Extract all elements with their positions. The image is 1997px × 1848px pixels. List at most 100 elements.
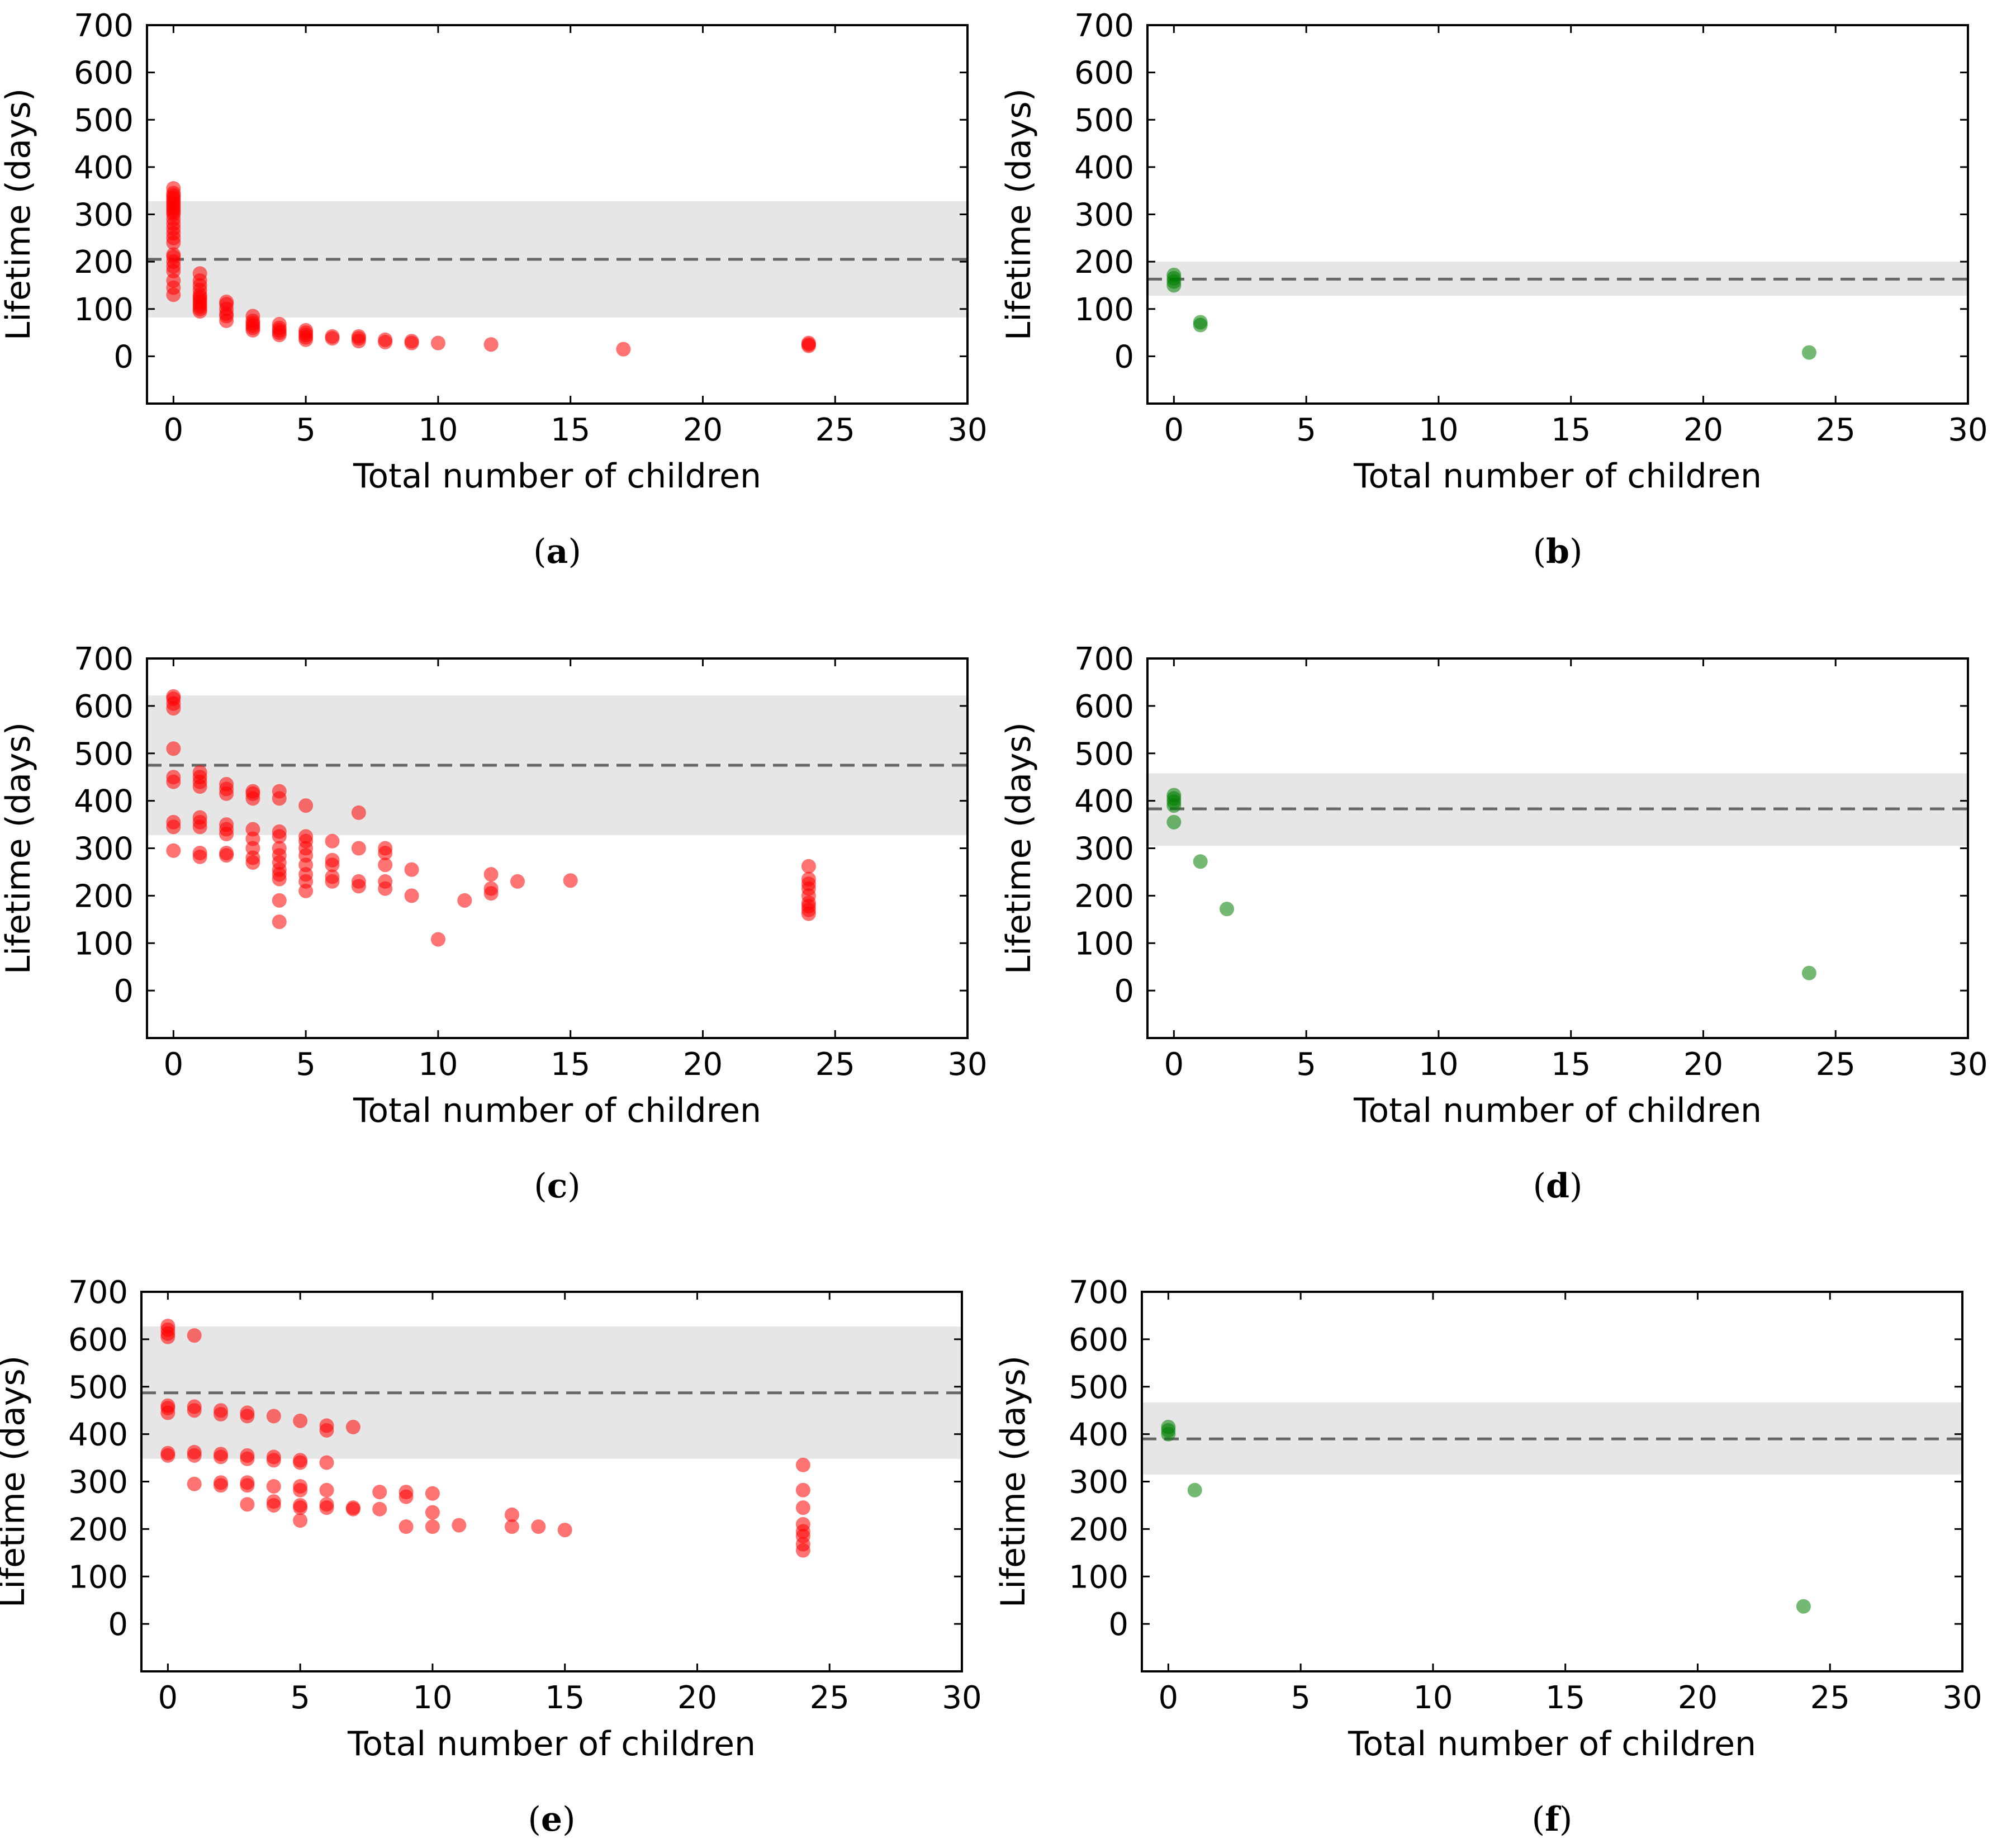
data-point (325, 833, 340, 849)
data-point (378, 841, 393, 856)
panel-c: 0 5 10 15 20 25 300100200300400500600700Total … (0, 641, 988, 1206)
y-tick-label: 100 (74, 926, 134, 962)
x-tick-label: 30 (1948, 1046, 1987, 1083)
data-point (293, 1479, 308, 1494)
x-tick-label: 15 (545, 1680, 585, 1716)
data-point (1193, 854, 1208, 869)
data-point (399, 1485, 414, 1500)
data-point (504, 1507, 519, 1522)
data-point (166, 814, 181, 830)
x-tick-label: 20 (1683, 412, 1723, 448)
data-point (240, 1497, 255, 1512)
data-point (1801, 345, 1816, 360)
data-point (372, 1501, 387, 1517)
data-point (266, 1479, 281, 1494)
caption-paren-close: ) (562, 1800, 575, 1839)
y-tick-label: 700 (74, 641, 134, 677)
data-point (272, 841, 287, 856)
data-point (166, 770, 181, 785)
y-tick-label: 700 (1074, 8, 1134, 44)
x-tick-label: 20 (683, 1046, 723, 1083)
data-point (240, 1448, 255, 1463)
data-point (240, 1405, 255, 1420)
data-point (293, 1513, 308, 1528)
data-point (425, 1519, 440, 1534)
x-tick-label: 20 (677, 1680, 717, 1716)
y-tick-label: 200 (68, 1511, 128, 1548)
x-tick-label: 0 (164, 412, 184, 448)
data-point (214, 1475, 229, 1490)
y-tick-label: 600 (74, 55, 134, 92)
caption-paren-close: ) (567, 1167, 580, 1206)
data-point (430, 335, 445, 350)
panel-e: 0 5 10 15 20 25 300100200300400500600700Total … (0, 1274, 982, 1839)
x-tick-label: 10 (1419, 412, 1458, 448)
data-point (795, 1482, 810, 1498)
y-tick-label: 600 (74, 689, 134, 725)
data-point (404, 334, 419, 349)
data-point (319, 1482, 334, 1498)
y-tick-label: 300 (74, 197, 134, 234)
panel-a: 0 5 10 15 20 25 300100200300400500600700Total … (0, 8, 988, 571)
data-point (425, 1486, 440, 1501)
data-point (272, 316, 287, 331)
data-point (298, 323, 314, 338)
data-point (240, 1475, 255, 1490)
y-tick-label: 400 (74, 784, 134, 820)
x-tick-label: 0 (158, 1680, 178, 1716)
caption-paren-open: ( (534, 1167, 547, 1206)
data-point (1187, 1482, 1202, 1498)
y-axis-label: Lifetime (days) (0, 88, 38, 340)
data-point (219, 845, 234, 860)
y-tick-label: 200 (1069, 1511, 1128, 1548)
data-point (425, 1505, 440, 1520)
y-tick-label: 200 (74, 244, 134, 281)
panel-b: 0 5 10 15 20 25 300100200300400500600700Total … (999, 8, 1988, 571)
data-point (563, 873, 578, 888)
y-tick-label: 500 (74, 736, 134, 773)
y-tick-label: 0 (108, 1607, 128, 1643)
x-tick-label: 15 (1545, 1680, 1585, 1716)
x-tick-label: 30 (1948, 412, 1987, 448)
data-point (801, 871, 816, 887)
x-tick-label: 30 (947, 1046, 987, 1083)
y-tick-label: 600 (68, 1322, 128, 1358)
data-point (298, 829, 314, 844)
y-axis-label: Lifetime (days) (994, 1356, 1033, 1608)
data-point (293, 1498, 308, 1513)
plot-area (1147, 658, 1968, 1038)
y-tick-label: 400 (74, 150, 134, 186)
data-point (166, 247, 181, 262)
data-point (504, 1519, 519, 1534)
x-tick-label: 30 (947, 412, 987, 448)
data-point (345, 1500, 360, 1515)
plot-area (1142, 1292, 1962, 1671)
y-tick-label: 0 (113, 339, 134, 375)
data-point (319, 1497, 334, 1512)
data-point (378, 874, 393, 889)
data-point (1796, 1599, 1811, 1614)
x-tick-label: 15 (1551, 1046, 1591, 1083)
caption-paren-close: ) (1569, 532, 1582, 571)
data-point (351, 841, 366, 856)
scatter-points (160, 1319, 810, 1558)
data-point (272, 893, 287, 908)
y-tick-label: 500 (1074, 736, 1134, 773)
y-tick-label: 500 (1069, 1370, 1128, 1406)
caption-paren-open: ( (1532, 1800, 1545, 1839)
data-point (245, 309, 260, 324)
data-point (351, 805, 366, 820)
data-point (801, 335, 816, 350)
y-tick-label: 500 (1074, 102, 1134, 139)
data-point (187, 1444, 202, 1460)
caption-letter: e (541, 1800, 562, 1839)
caption-paren-close: ) (1559, 1800, 1572, 1839)
y-tick-label: 300 (68, 1465, 128, 1501)
x-tick-label: 5 (296, 412, 316, 448)
data-point (795, 1517, 810, 1532)
y-tick-label: 400 (68, 1417, 128, 1453)
x-tick-label: 5 (296, 1046, 316, 1083)
x-tick-label: 20 (1683, 1046, 1723, 1083)
data-point (160, 1398, 175, 1413)
